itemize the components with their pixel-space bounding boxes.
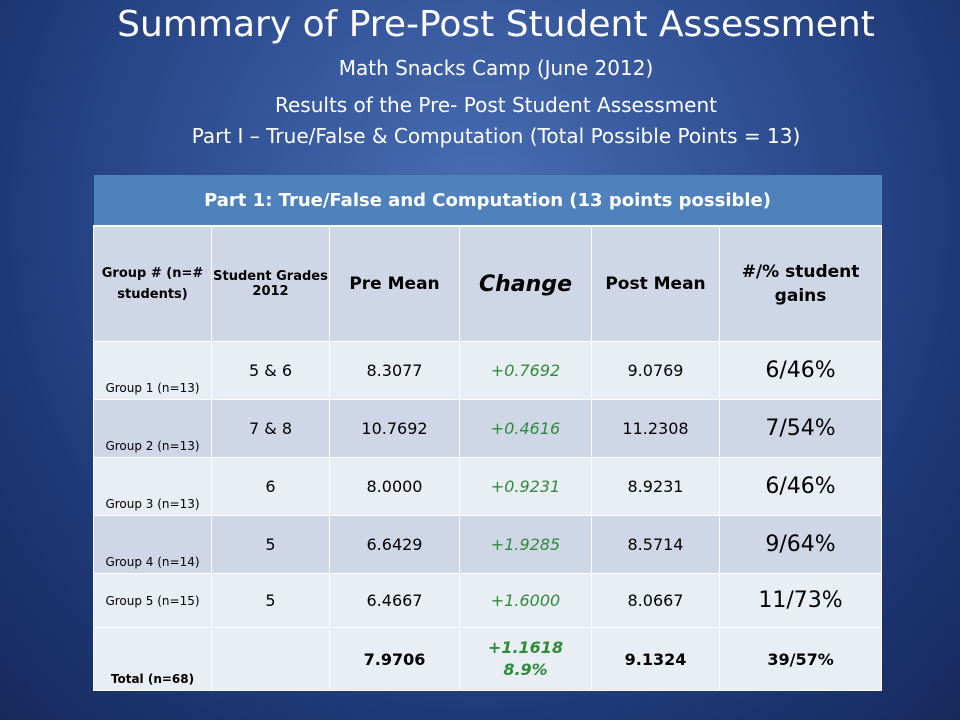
cell-pre-mean: 10.7692 xyxy=(329,399,460,458)
cell-pre-mean: 6.6429 xyxy=(329,515,460,574)
cell-grades: 5 & 6 xyxy=(211,341,330,400)
table-row: Group 4 (n=14) 5 6.6429 +1.9285 8.5714 9… xyxy=(93,515,883,574)
total-gains: 39/57% xyxy=(718,627,883,691)
cell-gains: 6/46% xyxy=(718,341,883,400)
total-grades xyxy=(211,627,330,691)
header-grades: Student Grades 2012 xyxy=(211,225,330,342)
cell-grades: 7 & 8 xyxy=(211,399,330,458)
cell-group: Group 1 (n=13) xyxy=(93,341,212,400)
cell-change: +0.9231 xyxy=(459,457,592,516)
slide-subtitle-camp: Math Snacks Camp (June 2012) xyxy=(338,56,654,80)
table-row: Group 3 (n=13) 6 8.0000 +0.9231 8.9231 6… xyxy=(93,457,883,516)
cell-pre-mean: 6.4667 xyxy=(329,573,460,628)
slide-subtitle-results: Results of the Pre- Post Student Assessm… xyxy=(274,93,718,117)
cell-group: Group 3 (n=13) xyxy=(93,457,212,516)
slide-subtitle-part: Part I – True/False & Computation (Total… xyxy=(191,124,801,148)
cell-post-mean: 8.5714 xyxy=(591,515,720,574)
cell-gains: 6/46% xyxy=(718,457,883,516)
cell-gains: 11/73% xyxy=(718,573,883,628)
total-group: Total (n=68) xyxy=(93,627,212,691)
header-gains: #/% student gains xyxy=(718,225,883,342)
cell-change: +0.7692 xyxy=(459,341,592,400)
total-change: +1.1618 xyxy=(487,638,564,657)
cell-gains: 7/54% xyxy=(718,399,883,458)
total-change-cell: +1.1618 8.9% xyxy=(459,627,592,691)
cell-gains: 9/64% xyxy=(718,515,883,574)
cell-post-mean: 8.9231 xyxy=(591,457,720,516)
slide-title: Summary of Pre-Post Student Assessment xyxy=(117,4,875,45)
cell-change: +1.9285 xyxy=(459,515,592,574)
cell-group: Group 2 (n=13) xyxy=(93,399,212,458)
cell-grades: 6 xyxy=(211,457,330,516)
total-pre-mean: 7.9706 xyxy=(329,627,460,691)
cell-change: +0.4616 xyxy=(459,399,592,458)
header-group: Group # (n=# students) xyxy=(93,225,212,342)
cell-pre-mean: 8.0000 xyxy=(329,457,460,516)
cell-pre-mean: 8.3077 xyxy=(329,341,460,400)
cell-group: Group 4 (n=14) xyxy=(93,515,212,574)
cell-grades: 5 xyxy=(211,573,330,628)
header-change: Change xyxy=(459,225,592,342)
table-total-row: Total (n=68) 7.9706 +1.1618 8.9% 9.1324 … xyxy=(93,627,883,691)
cell-group: Group 5 (n=15) xyxy=(93,573,212,628)
cell-post-mean: 8.0667 xyxy=(591,573,720,628)
table-header-row: Group # (n=# students) Student Grades 20… xyxy=(93,225,883,342)
cell-post-mean: 11.2308 xyxy=(591,399,720,458)
table-row: Group 5 (n=15) 5 6.4667 +1.6000 8.0667 1… xyxy=(93,573,883,628)
total-post-mean: 9.1324 xyxy=(591,627,720,691)
total-change-percent: 8.9% xyxy=(503,660,548,679)
table-row: Group 1 (n=13) 5 & 6 8.3077 +0.7692 9.07… xyxy=(93,341,883,400)
table-caption: Part 1: True/False and Computation (13 p… xyxy=(93,175,882,227)
table-row: Group 2 (n=13) 7 & 8 10.7692 +0.4616 11.… xyxy=(93,399,883,458)
header-pre-mean: Pre Mean xyxy=(329,225,460,342)
header-post-mean: Post Mean xyxy=(591,225,720,342)
cell-grades: 5 xyxy=(211,515,330,574)
cell-change: +1.6000 xyxy=(459,573,592,628)
results-table: Part 1: True/False and Computation (13 p… xyxy=(93,175,883,691)
cell-post-mean: 9.0769 xyxy=(591,341,720,400)
